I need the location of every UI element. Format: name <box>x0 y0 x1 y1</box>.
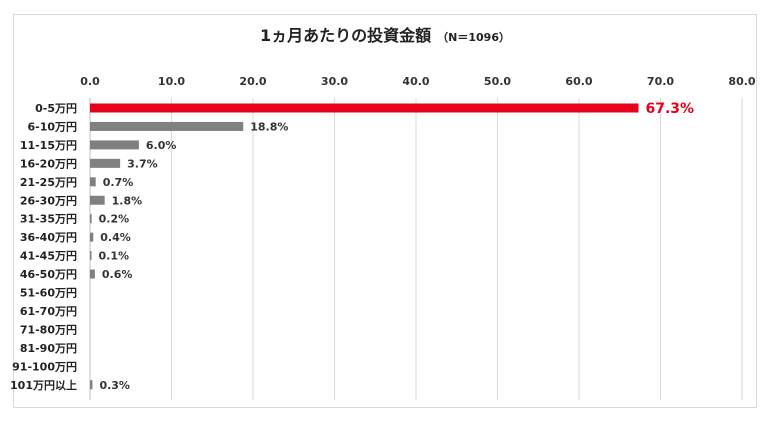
category-label: 21-25万円 <box>20 176 77 189</box>
bar <box>90 269 95 279</box>
x-tick-label: 20.0 <box>239 75 266 88</box>
x-tick-label: 40.0 <box>402 75 429 88</box>
x-tick-label: 60.0 <box>565 75 592 88</box>
category-label: 81-90万円 <box>20 342 77 355</box>
data-label: 6.0% <box>146 139 177 152</box>
chart-subtitle: （N＝1096） <box>437 31 510 44</box>
category-label: 0-5万円 <box>35 102 77 115</box>
chart-title: 1ヵ月あたりの投資金額 （N＝1096） <box>0 22 770 46</box>
data-label: 3.7% <box>127 157 158 170</box>
bar <box>90 177 96 187</box>
x-tick-label: 30.0 <box>321 75 348 88</box>
category-label: 36-40万円 <box>20 231 77 244</box>
x-tick-label: 80.0 <box>728 75 755 88</box>
data-label: 0.6% <box>102 268 133 281</box>
x-tick-label: 70.0 <box>647 75 674 88</box>
category-label: 16-20万円 <box>20 157 77 170</box>
bar <box>90 195 105 205</box>
bar <box>90 140 139 150</box>
data-label: 18.8% <box>250 120 288 133</box>
x-tick-label: 50.0 <box>484 75 511 88</box>
x-tick-label: 10.0 <box>158 75 185 88</box>
category-label: 91-100万円 <box>12 360 77 373</box>
category-label: 41-45万円 <box>20 250 77 263</box>
data-label: 0.2% <box>99 213 130 226</box>
data-label: 0.1% <box>99 250 130 263</box>
bar <box>90 103 639 113</box>
category-label: 31-35万円 <box>20 213 77 226</box>
data-label: 0.3% <box>99 379 130 392</box>
data-label: 0.4% <box>100 231 131 244</box>
data-label: 67.3% <box>645 101 694 117</box>
bar <box>90 380 93 390</box>
chart-frame <box>13 14 757 408</box>
data-label: 1.8% <box>112 194 143 207</box>
category-label: 71-80万円 <box>20 323 77 336</box>
category-label: 26-30万円 <box>20 194 77 207</box>
bar <box>90 232 94 242</box>
category-label: 61-70万円 <box>20 305 77 318</box>
category-label: 51-60万円 <box>20 287 77 300</box>
category-label: 46-50万円 <box>20 268 77 281</box>
chart-title-text: 1ヵ月あたりの投資金額 <box>260 26 432 45</box>
category-label: 11-15万円 <box>20 139 77 152</box>
bar <box>90 121 244 131</box>
category-label: 101万円以上 <box>10 378 77 392</box>
bar <box>90 251 92 261</box>
x-tick-label: 0.0 <box>80 75 100 88</box>
bar <box>90 158 121 168</box>
category-label: 6-10万円 <box>27 120 77 133</box>
data-label: 0.7% <box>103 176 134 189</box>
bar <box>90 214 92 224</box>
